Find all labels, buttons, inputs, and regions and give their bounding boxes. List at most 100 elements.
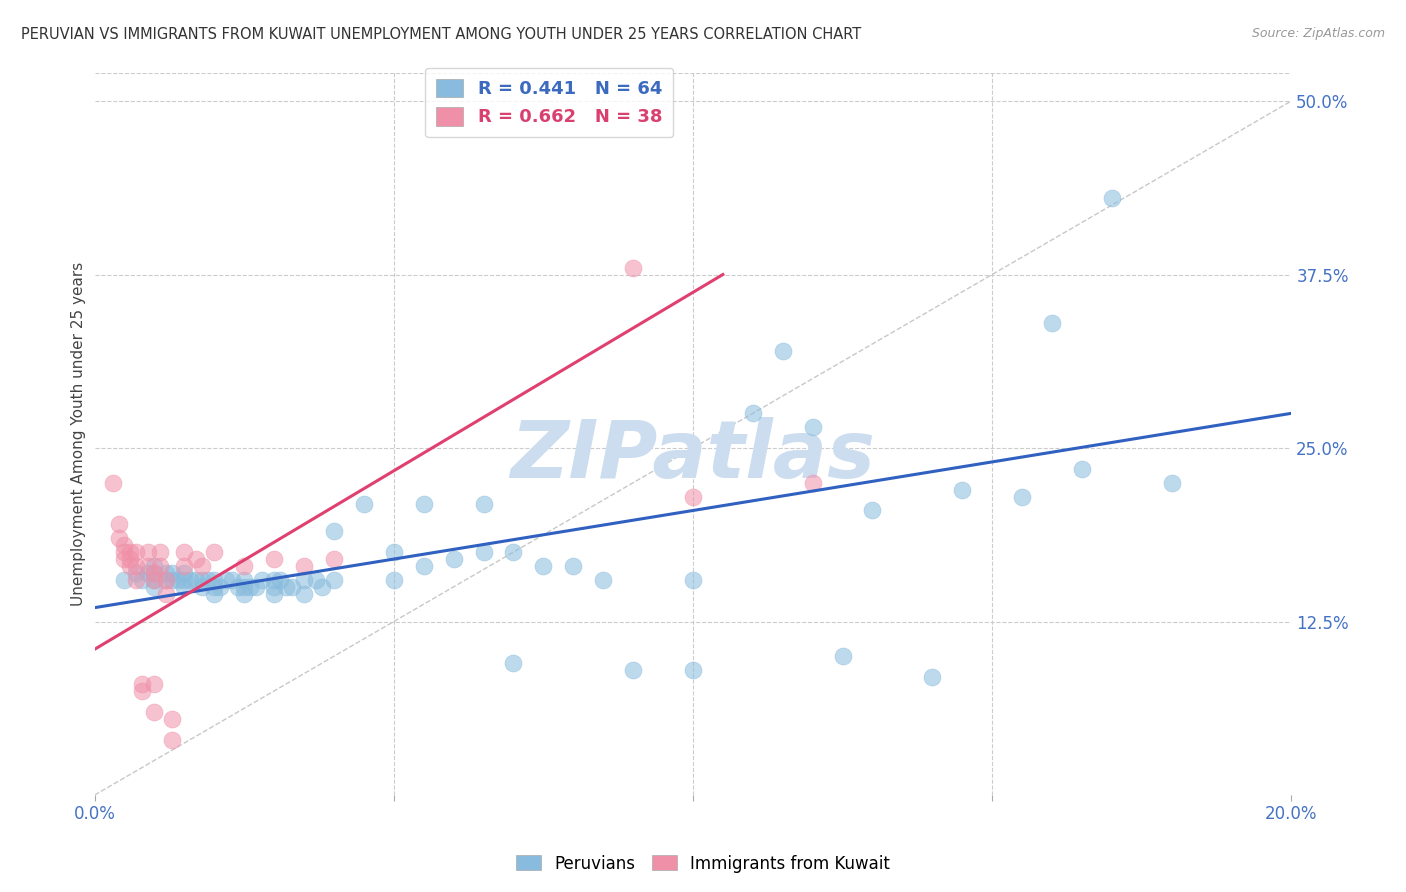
Point (233, 559, 256, 574)
Point (274, 580, 297, 594)
Point (502, 656, 524, 670)
Point (472, 497, 495, 511)
Point (921, 670, 943, 684)
Point (250, 573, 273, 587)
Point (120, 545, 142, 559)
Point (162, 732, 184, 747)
Point (125, 559, 148, 574)
Point (143, 559, 166, 574)
Point (1070, 462, 1092, 476)
Point (143, 705, 166, 719)
Point (143, 573, 166, 587)
Point (173, 573, 195, 587)
Point (155, 573, 177, 587)
Point (114, 545, 136, 559)
Point (412, 497, 434, 511)
Point (741, 406, 763, 420)
Point (263, 587, 285, 601)
Point (1011, 490, 1033, 504)
Text: Source: ZipAtlas.com: Source: ZipAtlas.com (1251, 27, 1385, 40)
Point (292, 559, 315, 574)
Point (263, 573, 285, 587)
Point (179, 573, 201, 587)
Point (162, 712, 184, 726)
Point (682, 573, 704, 587)
Point (323, 573, 346, 587)
Point (107, 531, 129, 545)
Point (191, 580, 214, 594)
Point (120, 559, 142, 574)
Point (114, 573, 136, 587)
Point (233, 573, 256, 587)
Point (155, 573, 177, 587)
Text: PERUVIAN VS IMMIGRANTS FROM KUWAIT UNEMPLOYMENT AMONG YOUTH UNDER 25 YEARS CORRE: PERUVIAN VS IMMIGRANTS FROM KUWAIT UNEMP… (21, 27, 862, 42)
Point (801, 475, 824, 490)
Point (143, 677, 166, 691)
Point (125, 566, 148, 580)
Point (221, 573, 243, 587)
Point (107, 517, 129, 532)
Point (1040, 316, 1063, 330)
Point (143, 566, 166, 580)
Point (323, 552, 346, 566)
Point (443, 552, 465, 566)
Point (191, 559, 214, 574)
Point (125, 545, 148, 559)
Point (305, 573, 328, 587)
Point (502, 545, 524, 559)
Point (382, 573, 405, 587)
Legend: Peruvians, Immigrants from Kuwait: Peruvians, Immigrants from Kuwait (509, 848, 897, 880)
Point (202, 587, 225, 601)
Point (173, 559, 195, 574)
Point (382, 545, 405, 559)
Point (143, 580, 166, 594)
Point (162, 566, 184, 580)
Point (186, 552, 208, 566)
Point (1160, 475, 1182, 490)
Point (621, 260, 644, 275)
Point (311, 580, 333, 594)
Point (412, 559, 434, 574)
Point (202, 580, 225, 594)
Point (233, 580, 256, 594)
Point (202, 545, 225, 559)
Point (197, 573, 219, 587)
Point (149, 545, 172, 559)
Point (323, 524, 346, 539)
Point (562, 559, 585, 574)
Point (950, 483, 973, 497)
Y-axis label: Unemployment Among Youth under 25 years: Unemployment Among Youth under 25 years (72, 262, 86, 607)
Point (114, 538, 136, 552)
Point (233, 587, 256, 601)
Legend: R = 0.441   N = 64, R = 0.662   N = 38: R = 0.441 N = 64, R = 0.662 N = 38 (426, 68, 673, 137)
Point (173, 580, 195, 594)
Point (167, 573, 190, 587)
Point (173, 566, 195, 580)
Text: ZIPatlas: ZIPatlas (510, 417, 876, 495)
Point (186, 573, 208, 587)
Point (173, 545, 195, 559)
Point (621, 663, 644, 677)
Point (155, 587, 177, 601)
Point (862, 503, 884, 517)
Point (162, 573, 184, 587)
Point (292, 573, 315, 587)
Point (209, 580, 232, 594)
Point (120, 552, 142, 566)
Point (245, 580, 267, 594)
Point (143, 573, 166, 587)
Point (772, 343, 794, 358)
Point (138, 545, 160, 559)
Point (592, 573, 614, 587)
Point (682, 490, 704, 504)
Point (472, 545, 495, 559)
Point (155, 566, 177, 580)
Point (226, 580, 249, 594)
Point (531, 559, 554, 574)
Point (138, 566, 160, 580)
Point (202, 573, 225, 587)
Point (215, 573, 238, 587)
Point (281, 580, 304, 594)
Point (292, 587, 315, 601)
Point (269, 573, 291, 587)
